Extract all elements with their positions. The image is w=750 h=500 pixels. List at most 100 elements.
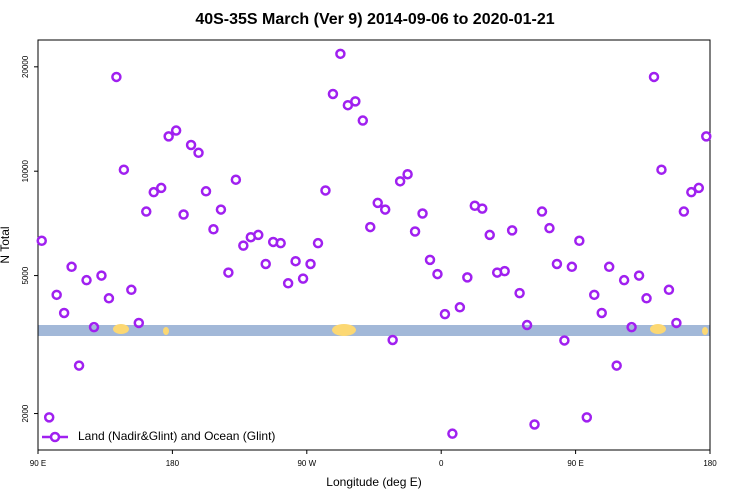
point	[88, 321, 100, 333]
point	[603, 261, 615, 273]
point	[81, 274, 92, 286]
point	[43, 412, 55, 423]
point	[581, 412, 593, 423]
point	[596, 307, 607, 319]
x-tick-label: 180	[166, 459, 180, 468]
x-axis-label: Longitude (deg E)	[326, 475, 421, 489]
point	[208, 224, 219, 235]
point	[260, 258, 271, 270]
point	[51, 289, 62, 301]
point	[312, 237, 324, 249]
point	[365, 221, 376, 233]
point	[141, 206, 152, 217]
point	[178, 209, 189, 220]
point	[73, 360, 85, 371]
point	[409, 226, 421, 237]
x-tick-label: 90 E	[30, 459, 46, 468]
point	[66, 261, 77, 273]
point	[357, 115, 369, 126]
legend-marker	[49, 431, 61, 443]
point	[551, 258, 563, 270]
y-tick-label: 5000	[21, 266, 30, 284]
point	[193, 147, 204, 159]
point	[200, 186, 212, 197]
legend-label: Land (Nadir&Glint) and Ocean (Glint)	[78, 429, 275, 443]
point	[335, 48, 346, 60]
point	[454, 302, 466, 313]
point	[387, 334, 398, 346]
point	[514, 287, 525, 299]
point	[305, 258, 316, 270]
point	[185, 139, 197, 151]
point	[133, 317, 145, 329]
point	[103, 293, 115, 304]
point	[402, 168, 413, 180]
point	[163, 131, 174, 142]
point	[529, 419, 540, 430]
x-tick-label: 90 W	[297, 459, 316, 468]
point	[701, 131, 712, 142]
point	[477, 203, 488, 214]
point	[633, 270, 645, 281]
point	[148, 186, 159, 198]
y-tick-label: 2000	[21, 404, 30, 422]
point	[506, 225, 518, 236]
point	[126, 284, 137, 296]
point	[499, 265, 510, 277]
point	[155, 182, 167, 194]
point	[118, 164, 130, 175]
point	[656, 164, 667, 175]
point	[238, 240, 249, 251]
point	[215, 204, 227, 215]
x-tick-label: 90 E	[567, 459, 583, 468]
point	[394, 176, 406, 187]
point	[641, 293, 652, 304]
chart-title: 40S-35S March (Ver 9) 2014-09-06 to 2020…	[195, 11, 554, 28]
point	[439, 308, 451, 320]
point	[626, 321, 637, 333]
point	[648, 71, 660, 83]
point	[297, 273, 309, 284]
point	[372, 197, 383, 209]
point	[536, 206, 548, 217]
point	[96, 270, 107, 281]
point	[618, 274, 630, 286]
y-tick-label: 20000	[21, 55, 30, 78]
point	[566, 261, 578, 273]
y-axis-label: N Total	[0, 226, 12, 263]
point	[462, 272, 473, 283]
point	[611, 360, 622, 371]
point	[574, 235, 585, 247]
map-strip	[38, 324, 710, 336]
point	[424, 254, 436, 266]
x-tick-label: 180	[703, 459, 717, 468]
point	[417, 208, 428, 219]
point	[327, 88, 339, 100]
x-tick-label: 0	[439, 459, 444, 468]
point	[223, 267, 234, 278]
point	[671, 317, 682, 329]
point	[379, 204, 391, 215]
point	[544, 222, 555, 234]
point	[350, 96, 361, 107]
point	[58, 307, 70, 319]
point	[589, 289, 600, 301]
point	[678, 206, 690, 217]
point	[111, 71, 122, 83]
point	[282, 278, 294, 289]
point	[521, 319, 533, 331]
point	[36, 235, 47, 247]
point	[693, 182, 705, 194]
point	[253, 229, 264, 241]
point	[290, 255, 301, 267]
y-tick-label: 10000	[21, 160, 30, 183]
plot-frame	[37, 39, 711, 451]
point	[663, 284, 675, 296]
point	[320, 185, 331, 196]
point	[170, 125, 182, 136]
point	[484, 229, 495, 241]
point	[275, 237, 286, 249]
point	[447, 428, 458, 439]
point	[432, 268, 443, 280]
